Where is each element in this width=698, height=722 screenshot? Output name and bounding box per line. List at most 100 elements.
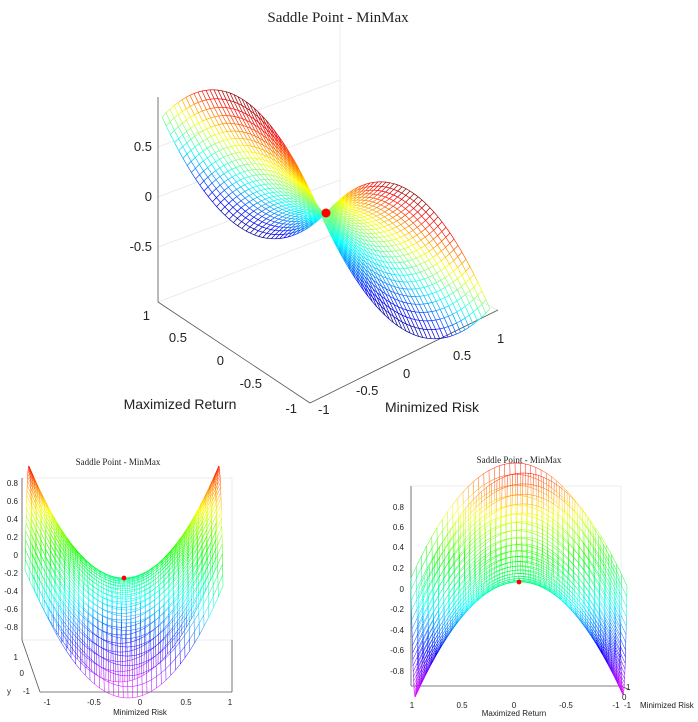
- mesh-line: [282, 214, 287, 218]
- mesh-line: [274, 137, 279, 143]
- mesh-line: [360, 200, 366, 204]
- mesh-line: [260, 188, 266, 191]
- mesh-line: [381, 181, 387, 187]
- mesh-line: [372, 205, 377, 208]
- mesh-line: [184, 639, 190, 647]
- mesh-line: [344, 202, 349, 205]
- mesh-line: [404, 221, 410, 227]
- mesh-line: [433, 235, 438, 240]
- mesh-line: [198, 143, 204, 152]
- mesh-line: [249, 222, 255, 228]
- mesh-line: [260, 183, 265, 186]
- axes: [21, 478, 233, 693]
- mesh-line: [419, 288, 425, 296]
- mesh-line: [300, 190, 305, 195]
- mesh-line: [339, 242, 345, 251]
- mesh-line: [350, 229, 355, 234]
- mesh-line: [343, 252, 348, 262]
- mesh-line: [391, 239, 397, 246]
- mesh-line: [353, 238, 359, 245]
- mesh-line: [341, 230, 346, 236]
- mesh-line: [272, 170, 277, 173]
- mesh-line: [336, 231, 341, 239]
- mesh-line: [234, 116, 240, 125]
- mesh-line: [360, 271, 365, 281]
- mesh-line: [400, 230, 405, 236]
- mesh-line: [329, 216, 334, 221]
- mesh-line: [382, 266, 387, 274]
- mesh-line: [231, 167, 237, 170]
- mesh-line: [331, 228, 337, 236]
- mesh-line: [263, 154, 269, 162]
- mesh-line: [412, 219, 418, 224]
- mesh-line: [223, 171, 229, 175]
- mesh-line: [198, 122, 204, 132]
- mesh-line: [437, 225, 443, 232]
- mesh-line: [349, 191, 354, 194]
- mesh-line: [371, 228, 376, 230]
- mesh-line: [333, 220, 338, 225]
- mesh-line: [381, 286, 387, 295]
- mesh-line: [108, 693, 114, 696]
- mesh-line: [264, 184, 270, 189]
- mesh-line: [387, 239, 393, 242]
- mesh-line: [382, 271, 387, 274]
- mesh-line: [270, 217, 275, 221]
- mesh-line: [308, 222, 314, 228]
- mesh-line: [437, 216, 443, 223]
- mesh-line: [369, 264, 375, 268]
- mesh-line: [227, 147, 232, 155]
- mesh-line: [263, 144, 268, 148]
- mesh-line: [232, 181, 237, 185]
- mesh-line: [181, 543, 188, 551]
- mesh-line: [69, 615, 76, 623]
- mesh-line: [384, 211, 389, 215]
- mesh-line: [190, 135, 196, 140]
- mesh-line: [342, 222, 347, 227]
- mesh-line: [332, 221, 338, 228]
- mesh-line: [378, 260, 383, 262]
- mesh-line: [381, 285, 387, 290]
- mesh-line: [422, 337, 428, 339]
- mesh-line: [312, 218, 318, 223]
- mesh-line: [51, 614, 57, 624]
- mesh-line: [193, 612, 200, 622]
- mesh-line: [254, 234, 259, 237]
- mesh-line: [258, 224, 263, 228]
- mesh-line: [347, 260, 352, 270]
- mesh-line: [186, 539, 193, 548]
- mesh-line: [203, 605, 209, 616]
- mesh-line: [239, 165, 245, 172]
- mesh-line: [216, 193, 221, 198]
- mesh-line: [393, 316, 398, 326]
- mesh-line: [230, 107, 235, 110]
- mesh-line: [350, 222, 356, 227]
- mesh-line: [435, 301, 441, 310]
- mesh-line: [136, 635, 142, 638]
- mesh-line: [391, 234, 397, 240]
- mesh-line: [245, 226, 251, 232]
- mesh-line: [309, 201, 314, 205]
- mesh-line: [255, 157, 260, 160]
- mesh-line: [436, 263, 442, 271]
- mesh-line: [448, 292, 454, 296]
- mesh-line: [424, 236, 430, 243]
- mesh-line: [240, 184, 245, 188]
- mesh-line: [44, 563, 51, 573]
- mesh-line: [394, 268, 400, 276]
- mesh-line: [117, 637, 123, 639]
- mesh-line: [402, 301, 407, 304]
- mesh-line: [295, 183, 301, 188]
- mesh-line: [208, 585, 214, 596]
- mesh-line: [240, 179, 245, 186]
- mesh-line: [70, 657, 77, 665]
- mesh-line: [58, 544, 65, 552]
- mesh-line: [205, 99, 211, 109]
- mesh-line: [372, 217, 377, 221]
- mesh-line: [283, 166, 288, 171]
- mesh-line: [236, 196, 242, 202]
- mesh-line: [254, 141, 260, 149]
- mesh-line: [102, 602, 108, 606]
- mesh-line: [210, 108, 215, 117]
- mesh-line: [188, 583, 194, 592]
